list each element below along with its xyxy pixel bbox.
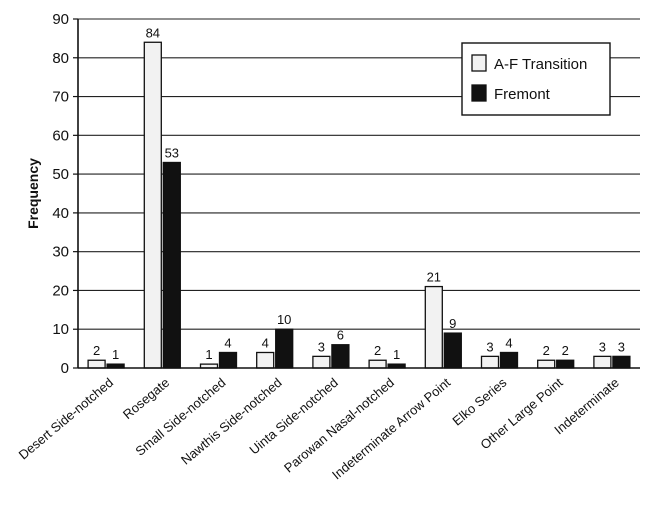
y-tick-label: 80: [52, 50, 69, 67]
data-label: 21: [427, 270, 441, 285]
bar-fremont: [162, 161, 181, 369]
y-tick-label: 0: [61, 360, 69, 377]
y-tick-label: 20: [52, 282, 69, 299]
y-tick-label: 50: [52, 166, 69, 183]
x-category-label: Desert Side-notched: [16, 375, 116, 463]
y-tick-label: 70: [52, 89, 69, 106]
y-tick-label: 10: [52, 321, 69, 338]
bar-fremont: [499, 351, 519, 369]
bar-fremont: [556, 359, 575, 369]
bar-fremont: [331, 344, 350, 369]
legend-label: Fremont: [494, 86, 551, 103]
data-label: 10: [277, 312, 291, 327]
data-label: 84: [146, 25, 160, 40]
legend-label: A-F Transition: [494, 56, 587, 73]
legend-swatch: [471, 84, 487, 102]
bar-a-f-transition: [593, 355, 612, 369]
bar-a-f-transition: [480, 355, 500, 369]
bar-a-f-transition: [424, 285, 443, 369]
x-category-label: Nawthis Side-notched: [178, 375, 285, 468]
data-label: 4: [224, 335, 231, 350]
bar-fremont: [443, 332, 462, 369]
data-label: 4: [262, 335, 269, 350]
bar-fremont: [612, 355, 631, 369]
bar-a-f-transition: [537, 359, 556, 369]
y-axis-title: Frequency: [25, 158, 41, 229]
data-label: 3: [486, 339, 493, 354]
data-label: 3: [618, 339, 625, 354]
y-tick-label: 30: [52, 244, 69, 261]
data-label: 4: [505, 335, 512, 350]
axes: [73, 18, 640, 369]
data-label: 2: [93, 343, 100, 358]
bar-a-f-transition: [143, 41, 162, 369]
bar-fremont: [218, 351, 238, 369]
data-label: 3: [318, 339, 325, 354]
data-label: 6: [337, 328, 344, 343]
x-category-label: Parowan Nasal-notched: [281, 375, 397, 476]
data-label: 1: [393, 347, 400, 362]
data-label: 53: [165, 145, 179, 160]
legend-box: [461, 42, 611, 116]
x-category-label: Rosegate: [120, 375, 172, 422]
bar-a-f-transition: [256, 351, 275, 369]
y-tick-labels: 0 10 20 30 40 50 60 70 80 90: [52, 11, 69, 377]
data-label: 2: [374, 343, 381, 358]
data-label: 2: [543, 343, 550, 358]
data-label: 9: [449, 316, 456, 331]
bar-a-f-transition: [368, 359, 387, 369]
bar-a-f-transition: [312, 355, 331, 369]
legend: A-F Transition Fremont: [461, 42, 611, 116]
bar-a-f-transition: [87, 359, 106, 369]
bar-fremont: [275, 328, 294, 369]
legend-swatch: [471, 54, 487, 72]
data-label: 1: [205, 347, 212, 362]
data-label: 2: [562, 343, 569, 358]
y-tick-label: 60: [52, 127, 69, 144]
y-tick-label: 40: [52, 205, 69, 222]
data-label: 3: [599, 339, 606, 354]
y-tick-label: 90: [52, 11, 69, 28]
data-label: 1: [112, 347, 119, 362]
